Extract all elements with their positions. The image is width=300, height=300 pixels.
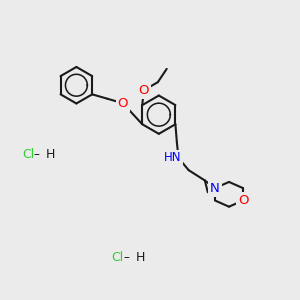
Text: Cl: Cl: [112, 251, 124, 264]
Text: H: H: [46, 148, 55, 161]
Text: –: –: [34, 148, 40, 161]
Text: O: O: [139, 84, 149, 97]
Text: N: N: [210, 182, 220, 195]
Text: HN: HN: [164, 151, 181, 164]
Text: O: O: [118, 97, 128, 110]
Text: H: H: [135, 251, 145, 264]
Text: O: O: [238, 194, 248, 207]
Text: Cl: Cl: [22, 148, 34, 161]
Text: –: –: [124, 251, 129, 264]
